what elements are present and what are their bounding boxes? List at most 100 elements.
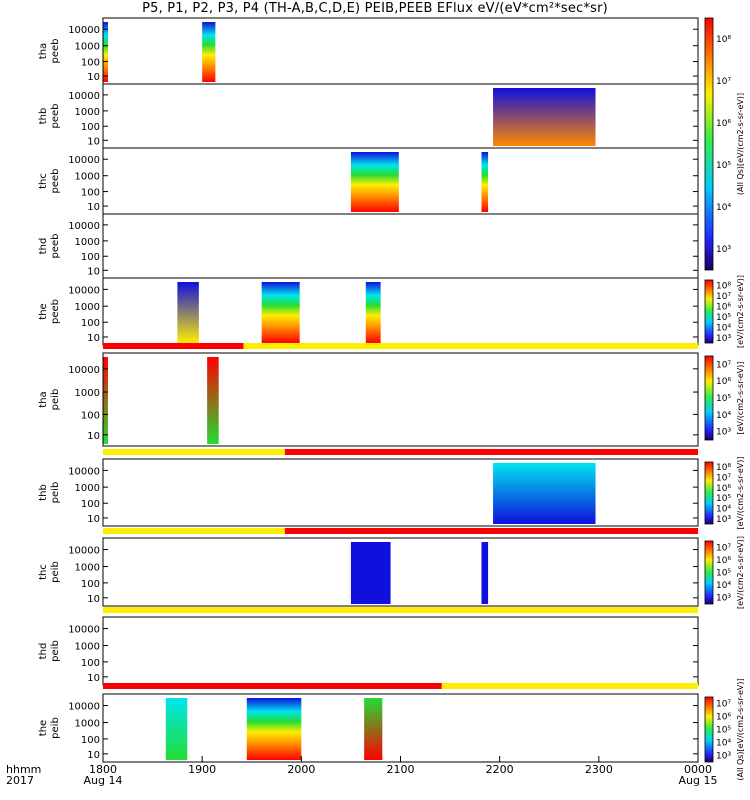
spectro-block-10-2 [246, 698, 302, 760]
colorbar-tick-4-5: 10⁴ [716, 505, 731, 515]
flag-segment-4-1 [103, 607, 698, 613]
spectro-block-6-1 [103, 357, 108, 444]
y-tick-label-4-3: 100 [81, 252, 100, 263]
y-tick-label-1-1: 10000 [68, 25, 100, 36]
colorbar-label-2: [eV/(cm2-s-sr-eV)] [736, 275, 745, 348]
y-tick-label-6-3: 100 [81, 410, 100, 421]
y-tick-label-4-1: 10000 [68, 221, 100, 232]
chart-title: P5, P1, P2, P3, P4 (TH-A,B,C,D,E) PEIB,P… [142, 1, 608, 16]
y-tick-label-10-2: 1000 [75, 719, 100, 730]
panel-frame-4 [102, 213, 699, 279]
y-tick-label-3-2: 1000 [75, 172, 100, 183]
panel-frame-8 [102, 537, 699, 607]
y-tick-label-10-1: 10000 [68, 702, 100, 713]
y-tick-label-2-4: 10 [87, 136, 100, 147]
colorbar-label-4: [eV/(cm2-s-sr-eV)] [736, 456, 745, 529]
y-tick-label-9-1: 10000 [68, 625, 100, 636]
panel-label-7-b: peib [50, 482, 61, 504]
panel-label-9-b: peib [50, 640, 61, 662]
colorbar-tick-3-2: 10⁶ [716, 377, 731, 387]
colorbar-tick-4-2: 10⁷ [716, 474, 731, 484]
flag-segment-1-2 [243, 343, 698, 349]
colorbar-tick-3-3: 10⁵ [716, 394, 731, 404]
colorbar-tick-1-4: 10⁵ [716, 161, 731, 171]
y-tick-label-2-2: 1000 [75, 107, 100, 118]
flag-segment-5-2 [441, 683, 698, 689]
colorbar-label-6: (All Qs)[eV/(cm2-s-sr-eV)] [736, 678, 745, 780]
y-tick-label-7-1: 10000 [68, 466, 100, 477]
y-tick-label-10-3: 100 [81, 735, 100, 746]
y-tick-label-1-4: 10 [87, 72, 100, 83]
colorbar-label-3: [eV/(cm2-s-sr-eV)] [736, 361, 745, 434]
y-tick-label-2-1: 10000 [68, 91, 100, 102]
panel-label-4-b: peeb [50, 234, 61, 259]
y-tick-label-6-4: 10 [87, 431, 100, 442]
colorbar-tick-1-1: 10⁸ [716, 35, 731, 45]
panel-frame-9 [102, 616, 699, 686]
x-tick-sublabel-7: Aug 15 [679, 774, 718, 787]
colorbar-4 [704, 461, 714, 525]
colorbar-tick-4-3: 10⁶ [716, 484, 731, 494]
colorbar-6 [704, 696, 714, 763]
y-tick-label-3-3: 100 [81, 188, 100, 199]
colorbar-tick-2-3: 10⁶ [716, 302, 731, 312]
panel-frame-10 [102, 693, 699, 763]
spectro-block-1-2 [202, 22, 216, 82]
colorbar-tick-3-5: 10³ [716, 428, 731, 438]
panel-frame-1 [102, 17, 699, 85]
panel-label-3-b: peeb [50, 169, 61, 194]
spectro-block-1-1 [103, 22, 108, 82]
x-tick-label-3: 2000 [287, 763, 315, 776]
y-tick-label-2-3: 100 [81, 122, 100, 133]
colorbar-tick-5-1: 10⁷ [716, 543, 731, 553]
panel-frame-7 [102, 458, 699, 527]
flag-segment-2-2 [284, 449, 698, 455]
y-tick-label-1-3: 100 [81, 58, 100, 69]
flag-segment-5-1 [103, 683, 442, 689]
panel-frame-6 [102, 352, 699, 447]
colorbar-tick-6-5: 10³ [716, 752, 731, 762]
colorbar-tick-4-1: 10⁸ [716, 463, 731, 473]
colorbar-tick-6-3: 10⁵ [716, 726, 731, 736]
x-tick-label-4: 2100 [387, 763, 415, 776]
colorbar-1 [704, 17, 714, 271]
y-tick-label-9-2: 1000 [75, 642, 100, 653]
spectro-block-2-1 [493, 88, 596, 146]
spectro-block-6-2 [207, 357, 219, 444]
y-tick-label-7-2: 1000 [75, 483, 100, 494]
y-tick-label-3-1: 10000 [68, 155, 100, 166]
x-tick-sublabel-1: Aug 14 [84, 774, 123, 787]
spectro-block-3-1 [350, 152, 399, 212]
colorbar-tick-2-6: 10³ [716, 334, 731, 344]
y-tick-label-9-4: 10 [87, 673, 100, 684]
colorbar-3 [704, 355, 714, 441]
panel-label-5-a: the [38, 303, 49, 319]
spectro-block-5-1 [177, 282, 199, 343]
spectro-block-8-1 [350, 542, 391, 604]
y-tick-label-8-4: 10 [87, 594, 100, 605]
panel-frame-3 [102, 147, 699, 215]
x-tick-label-1: 1800 [89, 763, 117, 776]
y-tick-label-10-4: 10 [87, 750, 100, 761]
colorbar-tick-2-2: 10⁷ [716, 292, 731, 302]
colorbar-tick-1-2: 10⁷ [716, 77, 731, 87]
y-tick-label-3-4: 10 [87, 202, 100, 213]
colorbar-tick-3-1: 10⁷ [716, 360, 731, 370]
panel-label-6-b: peib [50, 389, 61, 411]
panel-label-5-b: peeb [50, 299, 61, 324]
y-tick-label-7-3: 100 [81, 499, 100, 510]
panel-label-8-a: thc [38, 564, 49, 580]
y-tick-label-9-3: 100 [81, 658, 100, 669]
spectro-block-8-2 [481, 542, 489, 604]
panel-label-4-a: thd [38, 238, 49, 255]
colorbar-tick-4-6: 10³ [716, 515, 731, 525]
colorbar-tick-6-4: 10⁴ [716, 739, 731, 749]
colorbar-5 [704, 540, 714, 605]
y-tick-label-8-3: 100 [81, 579, 100, 590]
y-tick-label-8-2: 1000 [75, 563, 100, 574]
x-corner-label-2: 2017 [6, 774, 34, 787]
spectro-block-5-3 [365, 282, 381, 343]
y-tick-label-1-2: 1000 [75, 42, 100, 53]
panel-frame-2 [102, 83, 699, 149]
x-tick-label-6: 2300 [585, 763, 613, 776]
